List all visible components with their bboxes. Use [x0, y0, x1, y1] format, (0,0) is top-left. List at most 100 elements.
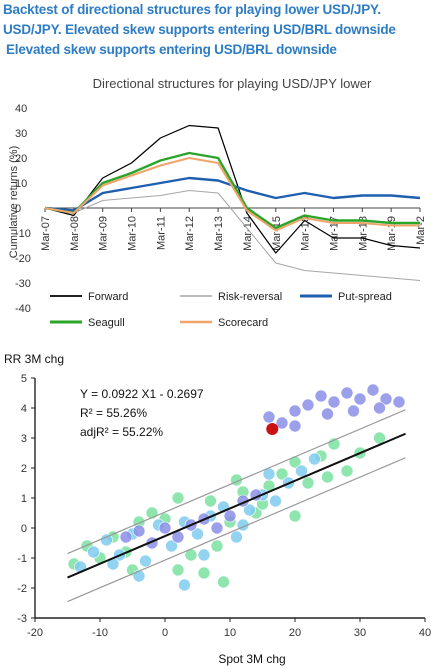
scatter-point — [269, 494, 282, 508]
y-tick-label: 4 — [21, 403, 27, 415]
y-tick-label: 1 — [21, 493, 27, 505]
legend-label: Forward — [88, 291, 128, 303]
y-tick-label: 0 — [15, 203, 21, 215]
upper-band-line — [67, 409, 406, 555]
scatter-point — [366, 383, 380, 397]
scatter-point — [340, 386, 354, 400]
scatter-point — [204, 494, 217, 508]
y-tick-label: 2 — [21, 463, 27, 475]
series-line-risk-reversal — [44, 190, 421, 281]
scatter-point — [119, 530, 133, 544]
x-tick-label: 10 — [224, 627, 236, 639]
series-line-seagull — [44, 151, 420, 230]
x-tick-label: Mar-15 — [271, 216, 283, 251]
x-tick-label: Mar-18 — [357, 216, 369, 251]
scatter-point — [321, 470, 334, 484]
x-tick-label: Mar-17 — [328, 216, 340, 251]
scatter-chart: RR 3M chg Spot 3M chg 5 4 3 2 10 -1 -2 -3-20 -10 0 1… — [4, 352, 431, 666]
scatter-point — [210, 521, 224, 535]
x-tick-label: 40 — [419, 627, 431, 639]
scatter-point — [288, 404, 302, 418]
scatter-point — [301, 476, 315, 490]
y-tick-label: -40 — [15, 303, 31, 315]
y-tick-label: 5 — [21, 373, 27, 385]
regression-annotation: R² = 55.26% — [80, 406, 147, 420]
scatter-point — [321, 407, 334, 421]
scatter-point — [275, 467, 289, 481]
scatter-point — [327, 395, 341, 409]
scatter-point — [165, 539, 178, 553]
y-tick-label: 10 — [15, 178, 27, 190]
scatter-point — [197, 548, 211, 562]
legend-label: Seagull — [88, 317, 125, 329]
y-tick-label: 40 — [15, 103, 27, 115]
regression-line — [67, 432, 406, 579]
header-line-3: Elevated skew supports entering USD/BRL … — [6, 42, 337, 57]
scatter-point — [210, 539, 224, 553]
scatter-point — [347, 404, 360, 418]
scatter-point — [301, 398, 315, 412]
x-axis-label: Spot 3M chg — [218, 652, 285, 666]
y-axis-label: Cumulative returns (%) — [8, 146, 20, 258]
x-tick-label: Mar-11 — [155, 216, 167, 250]
legend-label: Put-spread — [338, 291, 392, 303]
header-line-2: USD/JPY. Elevated skew supports entering… — [3, 22, 396, 37]
scatter-point — [288, 509, 302, 523]
y-tick-label: -20 — [15, 253, 31, 265]
scatter-point — [139, 554, 152, 568]
legend-label: Risk-reversal — [218, 291, 282, 303]
lower-band-line — [67, 457, 406, 603]
scatter-point — [314, 389, 328, 403]
x-tick-label: Mar-10 — [127, 216, 139, 251]
chart-title: Directional structures for playing USD/J… — [93, 76, 372, 91]
header-line-1: Backtest of directional structures for p… — [3, 2, 381, 17]
scatter-point — [191, 527, 204, 541]
latest-point-marker — [266, 423, 279, 435]
scatter-point — [288, 419, 302, 433]
scatter-point — [262, 410, 276, 424]
scatter-point — [132, 524, 146, 538]
scatter-point — [379, 392, 393, 406]
scatter-point — [243, 503, 256, 517]
scatter-point — [373, 401, 386, 415]
y-tick-label: -3 — [17, 613, 27, 625]
y-tick-label: -30 — [15, 278, 31, 290]
x-tick-label: Mar-08 — [69, 216, 81, 251]
scatter-point — [288, 455, 302, 469]
series-line-scorecard — [44, 157, 420, 232]
x-tick-label: 20 — [289, 627, 301, 639]
scatter-point — [158, 521, 172, 535]
y-axis-label: RR 3M chg — [4, 352, 64, 366]
y-tick-label: -1 — [17, 553, 27, 565]
y-tick-label: 20 — [15, 153, 27, 165]
scatter-point — [178, 578, 191, 592]
line-chart: Directional structures for playing USD/J… — [8, 76, 427, 329]
scatter-point — [197, 566, 211, 580]
x-tick-label: Mar-16 — [300, 216, 312, 251]
y-tick-label: 0 — [21, 523, 27, 535]
regression-annotation: Y = 0.0922 X1 - 0.2697 — [80, 387, 204, 401]
scatter-point — [275, 416, 289, 430]
scatter-point — [340, 464, 354, 478]
scatter-point — [392, 395, 406, 409]
scatter-point — [171, 563, 185, 577]
y-tick-label: -10 — [15, 228, 31, 240]
legend-label: Scorecard — [218, 317, 268, 329]
regression-annotation: adjR² = 55.22% — [80, 425, 163, 439]
scatter-point — [308, 452, 321, 466]
y-tick-label: 30 — [15, 128, 27, 140]
x-tick-label: -10 — [92, 627, 108, 639]
y-tick-label: -2 — [17, 583, 27, 595]
x-tick-label: Mar-13 — [213, 216, 225, 251]
x-tick-label: Mar-09 — [98, 216, 110, 251]
x-tick-label: 30 — [354, 627, 366, 639]
scatter-point — [230, 530, 243, 544]
y-tick-label: 3 — [21, 433, 27, 445]
scatter-point — [217, 575, 230, 589]
scatter-point — [87, 545, 100, 559]
x-tick-label: -20 — [27, 627, 43, 639]
x-tick-label: Mar-2 — [415, 216, 427, 245]
x-tick-label: Mar-14 — [242, 216, 254, 251]
x-tick-label: Mar-12 — [184, 216, 196, 251]
x-tick-label: Mar-07 — [40, 216, 52, 251]
